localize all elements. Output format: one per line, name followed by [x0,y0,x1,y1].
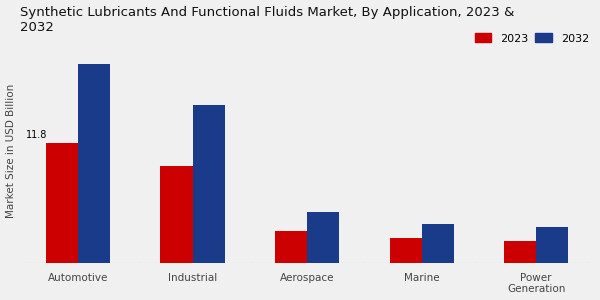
Bar [307,212,339,263]
Bar [504,241,536,263]
Bar [536,227,568,263]
Bar [160,166,193,263]
Y-axis label: Market Size in USD Billion: Market Size in USD Billion [5,84,16,218]
Bar [78,64,110,263]
Bar [193,105,224,263]
Text: Synthetic Lubricants And Functional Fluids Market, By Application, 2023 &
2032: Synthetic Lubricants And Functional Flui… [20,6,514,34]
Bar [389,238,422,263]
Text: 11.8: 11.8 [26,130,47,140]
Bar [46,143,78,263]
Bar [422,224,454,263]
Bar [275,230,307,263]
Legend: 2023, 2032: 2023, 2032 [475,33,589,44]
